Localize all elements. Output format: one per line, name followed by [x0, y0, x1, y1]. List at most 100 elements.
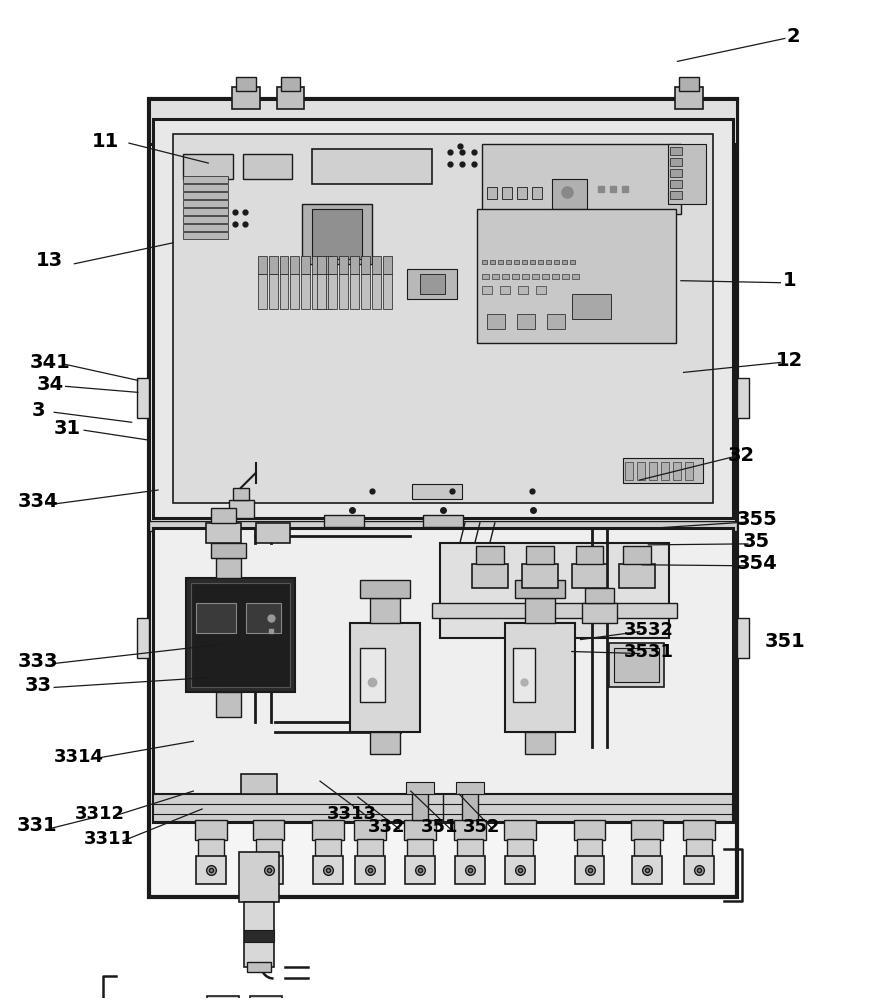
- Bar: [238, 852, 278, 902]
- Text: 332: 332: [368, 818, 405, 836]
- Bar: [291, 256, 299, 274]
- Bar: [571, 564, 608, 588]
- Bar: [517, 314, 535, 329]
- Text: 331: 331: [16, 816, 57, 835]
- Bar: [575, 856, 605, 884]
- Bar: [525, 546, 554, 564]
- Bar: [360, 580, 410, 598]
- Bar: [360, 648, 385, 702]
- Bar: [211, 543, 245, 558]
- Bar: [315, 839, 342, 857]
- Bar: [638, 462, 645, 480]
- Bar: [351, 256, 359, 274]
- Bar: [183, 224, 228, 231]
- Text: 31: 31: [54, 419, 81, 438]
- Text: 354: 354: [736, 554, 777, 573]
- Bar: [506, 260, 510, 264]
- Bar: [577, 839, 602, 857]
- Bar: [517, 187, 527, 199]
- Bar: [232, 488, 249, 500]
- Bar: [255, 839, 282, 857]
- Bar: [291, 274, 299, 309]
- Bar: [538, 260, 543, 264]
- Bar: [552, 274, 559, 279]
- Text: 341: 341: [29, 353, 70, 372]
- Text: 11: 11: [92, 132, 119, 151]
- Bar: [679, 77, 699, 91]
- Bar: [370, 732, 400, 754]
- Bar: [243, 154, 292, 179]
- Bar: [328, 274, 337, 309]
- Text: 32: 32: [728, 446, 754, 465]
- Bar: [255, 523, 291, 543]
- Bar: [546, 260, 551, 264]
- Bar: [455, 856, 485, 884]
- Bar: [571, 274, 578, 279]
- Bar: [576, 546, 603, 564]
- Bar: [625, 462, 633, 480]
- Text: 33: 33: [25, 676, 52, 695]
- Bar: [609, 643, 664, 687]
- Bar: [404, 820, 436, 840]
- Text: 352: 352: [464, 818, 501, 836]
- Bar: [246, 962, 270, 972]
- Text: 1: 1: [782, 271, 796, 290]
- Bar: [456, 782, 484, 794]
- Bar: [570, 260, 575, 264]
- Bar: [313, 856, 343, 884]
- Bar: [373, 274, 381, 309]
- Bar: [685, 462, 693, 480]
- Bar: [258, 274, 267, 309]
- Bar: [457, 839, 483, 857]
- Bar: [476, 546, 504, 564]
- Bar: [454, 820, 486, 840]
- Bar: [198, 839, 223, 857]
- Bar: [268, 256, 277, 274]
- Bar: [215, 692, 241, 717]
- Bar: [440, 543, 669, 638]
- Bar: [183, 184, 228, 191]
- Bar: [670, 180, 683, 188]
- Bar: [620, 564, 655, 588]
- Bar: [562, 274, 569, 279]
- Bar: [405, 856, 435, 884]
- Text: 3312: 3312: [75, 805, 125, 823]
- Bar: [207, 996, 238, 1000]
- Bar: [303, 204, 373, 264]
- Bar: [215, 558, 241, 578]
- Bar: [517, 286, 528, 294]
- Bar: [552, 179, 586, 209]
- Bar: [632, 856, 662, 884]
- Bar: [683, 820, 715, 840]
- Bar: [623, 546, 652, 564]
- Text: 35: 35: [743, 532, 770, 551]
- Bar: [513, 648, 535, 702]
- Bar: [482, 286, 492, 294]
- Bar: [313, 209, 362, 259]
- Bar: [500, 286, 509, 294]
- Bar: [432, 603, 677, 618]
- Bar: [196, 856, 226, 884]
- Bar: [507, 839, 532, 857]
- Bar: [241, 774, 276, 794]
- Bar: [412, 790, 428, 820]
- Bar: [649, 462, 657, 480]
- Text: 34: 34: [36, 375, 64, 394]
- Bar: [670, 147, 683, 155]
- Bar: [490, 260, 494, 264]
- Bar: [406, 782, 434, 794]
- Bar: [686, 839, 713, 857]
- Bar: [615, 648, 660, 682]
- Bar: [183, 216, 228, 223]
- Text: 3532: 3532: [623, 621, 674, 639]
- Bar: [206, 523, 241, 543]
- Bar: [670, 169, 683, 177]
- Bar: [355, 856, 385, 884]
- Bar: [191, 583, 291, 687]
- Bar: [370, 598, 400, 623]
- Bar: [505, 623, 575, 732]
- Bar: [149, 99, 737, 897]
- Bar: [661, 462, 669, 480]
- Bar: [737, 378, 749, 418]
- Bar: [153, 119, 733, 518]
